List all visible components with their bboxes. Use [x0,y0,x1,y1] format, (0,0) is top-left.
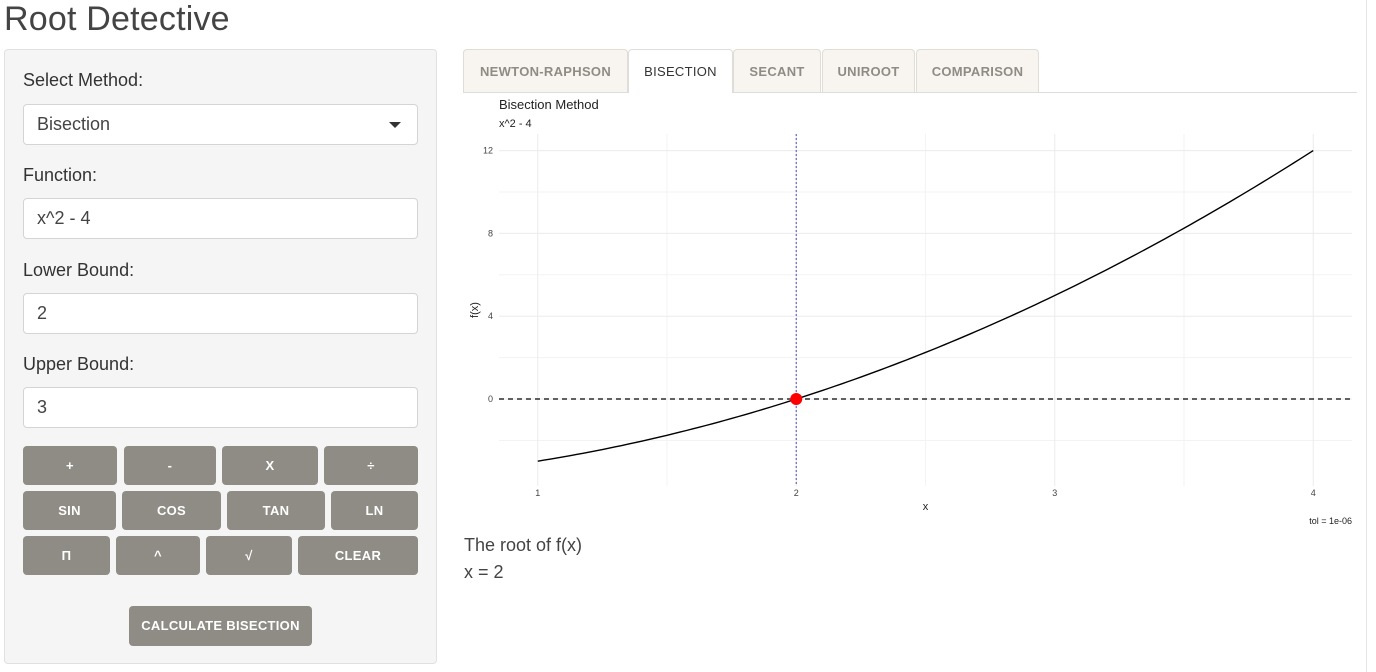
page-scrollbar-edge [1366,0,1367,672]
y-tick-label: 0 [488,394,493,404]
chart-caption: tol = 1e-06 [1309,516,1352,526]
tab-bisection[interactable]: BISECTION [628,49,733,93]
multiply-button[interactable]: X [222,446,318,485]
tab-secant[interactable]: SECANT [733,49,821,92]
method-select[interactable]: Bisection [23,104,418,145]
tan-button[interactable]: TAN [227,491,325,530]
function-curve-line [537,149,1314,462]
y-tick-label: 8 [488,228,493,238]
tab-comparison[interactable]: COMPARISON [916,49,1039,92]
x-axis-ticks: 1 2 3 4 [535,488,1315,498]
tab-uniroot[interactable]: UNIROOT [822,49,915,92]
lower-bound-label: Lower Bound: [23,260,135,280]
calculate-bisection-button[interactable]: CALCULATE BISECTION [129,606,312,646]
x-tick-label: 1 [535,488,540,498]
cos-button[interactable]: COS [122,491,221,530]
chart-grid-minor [499,134,1352,486]
x-tick-label: 2 [794,488,799,498]
sin-button[interactable]: SIN [23,491,116,530]
minus-button[interactable]: - [124,446,216,485]
pi-button[interactable]: Π [23,536,110,575]
y-tick-label: 12 [483,146,493,156]
function-input[interactable]: x^2 - 4 [23,198,418,239]
clear-button[interactable]: CLEAR [298,536,418,575]
function-label: Function: [23,165,98,185]
sqrt-button[interactable]: √ [206,536,292,575]
plus-button[interactable]: + [23,446,117,485]
x-tick-label: 4 [1311,488,1316,498]
chart-subtitle: x^2 - 4 [499,118,532,130]
y-axis-label: f(x) [469,302,481,318]
chart-title: Bisection Method [499,97,599,112]
y-tick-label: 4 [488,311,493,321]
chevron-down-icon [389,122,401,128]
upper-bound-label: Upper Bound: [23,354,135,374]
upper-bound-input[interactable]: 3 [23,387,418,428]
result-heading: The root of f(x) [464,535,583,555]
tabs-divider [463,92,1357,93]
method-label: Select Method: [23,70,144,90]
chart-reference-lines [499,134,1352,486]
power-button[interactable]: ^ [116,536,200,575]
result-value: x = 2 [464,562,504,582]
x-tick-label: 3 [1052,488,1057,498]
control-panel: Select Method: Bisection Function: x^2 -… [4,49,437,664]
lower-bound-input[interactable]: 2 [23,293,418,334]
divide-button[interactable]: ÷ [324,446,418,485]
x-axis-label: x [923,501,929,513]
tab-newton-raphson[interactable]: NEWTON-RAPHSON [463,49,628,92]
ln-button[interactable]: LN [331,491,418,530]
app-title: Root Detective [4,0,230,38]
method-select-value: Bisection [37,114,111,134]
y-axis-ticks: 0 4 8 12 [483,146,493,404]
root-point [790,393,803,406]
